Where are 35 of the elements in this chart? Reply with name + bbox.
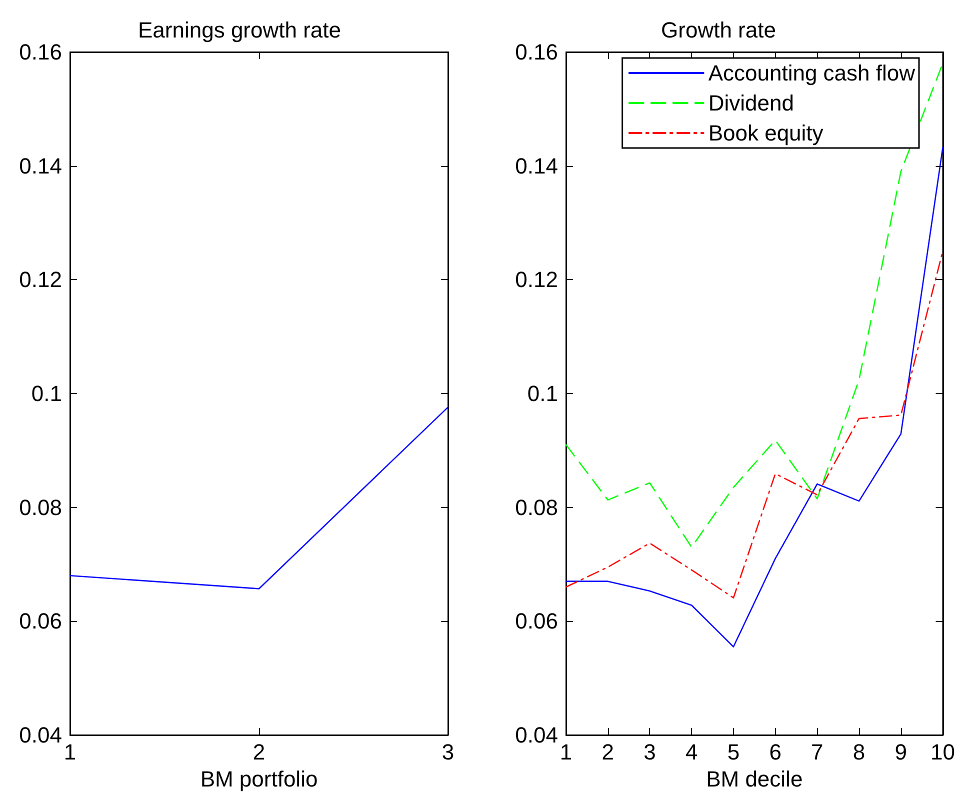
y-tick-label: 0.14 <box>515 153 558 178</box>
y-tick-label: 0.12 <box>19 267 62 292</box>
y-tick-label: 0.04 <box>19 722 62 748</box>
y-tick-label: 0.14 <box>19 153 62 178</box>
x-tick-label: 2 <box>602 740 614 764</box>
y-tick-label: 0.16 <box>515 40 558 64</box>
x-tick-label: 2 <box>252 740 266 764</box>
y-tick-label: 0.1 <box>527 381 558 406</box>
chart-title: Earnings growth rate <box>138 18 341 42</box>
x-tick-label: 10 <box>930 740 956 764</box>
line-series <box>565 146 944 648</box>
x-tick-label: 5 <box>727 740 740 764</box>
x-tick-label: 4 <box>685 740 698 764</box>
x-tick-label: 8 <box>852 740 866 764</box>
x-tick-label: 6 <box>769 740 782 764</box>
chart-title: Growth rate <box>661 18 776 42</box>
legend-label: Dividend <box>708 90 794 116</box>
y-tick-label: 0.1 <box>31 381 62 406</box>
x-axis-title: BM portfolio <box>200 766 318 792</box>
x-axis-title: BM decile <box>706 766 803 792</box>
x-tick-label: 3 <box>442 740 454 764</box>
y-tick-label: 0.12 <box>515 267 558 292</box>
y-tick-label: 0.06 <box>515 608 558 634</box>
y-tick-label: 0.16 <box>19 40 62 64</box>
y-tick-label: 0.06 <box>19 608 62 634</box>
legend-label: Accounting cash flow <box>708 60 916 86</box>
y-tick-label: 0.08 <box>515 494 558 520</box>
x-tick-label: 1 <box>560 740 572 764</box>
y-tick-label: 0.08 <box>19 494 62 520</box>
x-tick-label: 9 <box>894 740 908 764</box>
y-tick-label: 0.04 <box>515 722 558 748</box>
x-tick-label: 7 <box>811 740 824 764</box>
x-tick-label: 1 <box>64 740 76 764</box>
legend-label: Book equity <box>708 120 824 146</box>
x-tick-label: 3 <box>644 740 656 764</box>
